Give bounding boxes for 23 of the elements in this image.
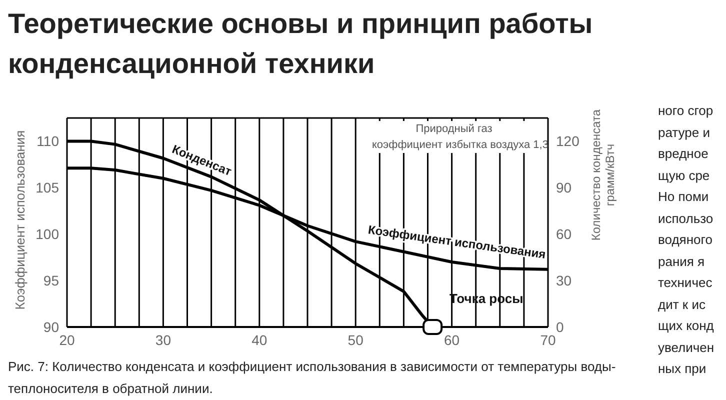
text: Коэффициент использования [367,222,547,262]
y-tick-label: 95 [43,272,60,289]
y-axis-title: Коэффициент использования [12,130,28,310]
x-tick-label: 60 [444,332,460,348]
annotation: Природный газ [414,122,494,137]
x-tick-label: 40 [252,332,268,348]
y2-tick-label: 60 [556,226,572,242]
x-tick-label: 30 [155,332,172,348]
x-tick-label: 50 [348,332,364,348]
y-tick-label: 100 [36,226,60,242]
chart-title: Теоретические основы и принцип работы конденсационной техники [8,7,594,81]
y2-tick-label: 120 [556,133,580,150]
x-tick-label: 70 [540,332,556,348]
y2-tick-label: 0 [556,318,564,335]
y-tick-label: 105 [36,180,60,196]
y-tick-label: 110 [36,133,60,150]
x-tick-label: 20 [59,332,75,348]
y-tick-label: 90 [43,318,60,335]
y2-tick-label: 90 [556,180,572,196]
text: ного сгор ратуре и вредное щую сре Но поми использо водяного рания я техничес дит к ис щих конд увеличен ных при [658,103,714,376]
y2-tick-label: 30 [556,272,572,289]
y2-axis-title: Количество конденсата грамм/кВтч [589,108,617,243]
text: Рис. 7: Количество конденсата и коэффициент использования в зависимости от температуры воды-теплоносителя в обратной линии. [8,358,617,398]
